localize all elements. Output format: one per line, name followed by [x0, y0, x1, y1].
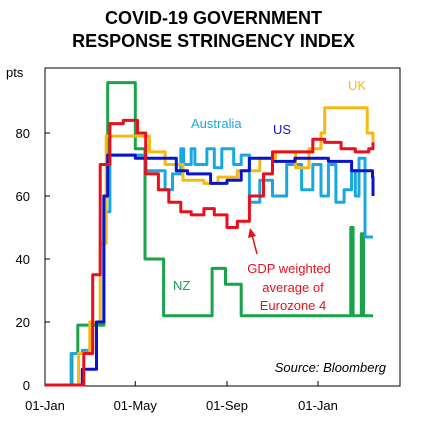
- series-line: [45, 153, 375, 387]
- series-label-us: US: [273, 122, 291, 137]
- annotation-arrow-head: [248, 228, 256, 238]
- annotation-line-2: average of: [262, 280, 324, 295]
- series-label-nz: NZ: [173, 278, 190, 293]
- series-label-uk: UK: [348, 78, 366, 93]
- annotation-arrow: [251, 234, 258, 255]
- y-tick-label: 0: [23, 378, 30, 393]
- x-tick-label: 01-Sep: [206, 398, 248, 413]
- plot-area-frame: [44, 67, 401, 387]
- y-axis-label: pts: [6, 65, 24, 80]
- chart-title-line-1: COVID-19 GOVERNMENT: [104, 8, 323, 28]
- y-tick-label: 80: [16, 126, 30, 141]
- y-tick-label: 40: [16, 252, 30, 267]
- x-tick-label: 01-May: [114, 398, 158, 413]
- x-tick-label: 01-Jan: [298, 398, 338, 413]
- series-line: [45, 81, 373, 387]
- y-tick-label: 20: [16, 315, 30, 330]
- x-tick-label: 01-Jan: [25, 398, 65, 413]
- annotation-line-1: GDP weighted: [247, 261, 331, 276]
- series-label-australia: Australia: [191, 116, 242, 131]
- y-tick-label: 60: [16, 189, 30, 204]
- series-line: [45, 118, 375, 387]
- annotation-line-3: Eurozone 4: [260, 298, 327, 313]
- chart-title-line-2: RESPONSE STRINGENCY INDEX: [72, 31, 355, 51]
- source-note: Source: Bloomberg: [275, 360, 387, 375]
